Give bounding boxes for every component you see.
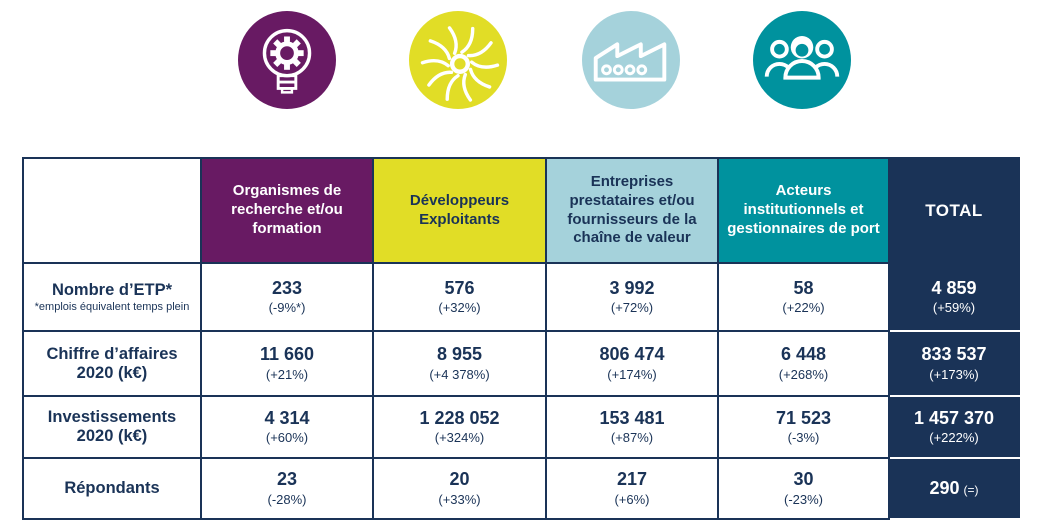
cell-inv-developpeurs: 1 228 052 (+324%): [372, 395, 547, 459]
cell-inv-total: 1 457 370 (+222%): [888, 395, 1020, 459]
cell-ca-entreprises: 806 474 (+174%): [545, 330, 719, 397]
row-label: Investissements 2020 (k€): [47, 408, 177, 445]
column-header-developpeurs: Développeurs Exploitants: [372, 157, 547, 264]
cell-ca-developpeurs: 8 955 (+4 378%): [372, 330, 547, 397]
cell-inv-organismes: 4 314 (+60%): [200, 395, 374, 459]
cell-etp-total: 4 859 (+59%): [888, 262, 1020, 332]
cell-etp-entreprises: 3 992 (+72%): [545, 262, 719, 332]
people-group-icon: [753, 11, 851, 109]
row-label: Répondants: [64, 479, 160, 498]
cell-rep-acteurs: 30 (-23%): [717, 457, 890, 520]
corner-empty-cell: [22, 157, 202, 264]
row-header-repondants: Répondants: [22, 457, 202, 520]
row-label: Chiffre d’affaires 2020 (k€): [46, 344, 178, 382]
cell-ca-acteurs: 6 448 (+268%): [717, 330, 890, 397]
cell-rep-organismes: 23 (-28%): [200, 457, 374, 520]
turbine-swirl-icon: [409, 11, 507, 109]
column-header-entreprises: Entreprises prestataires et/ou fournisse…: [545, 157, 719, 264]
row-header-etp: Nombre d’ETP* *emplois équivalent temps …: [22, 262, 202, 332]
column-header-acteurs: Acteurs institutionnels et gestionnaires…: [717, 157, 890, 264]
cell-inv-entreprises: 153 481 (+87%): [545, 395, 719, 459]
cell-rep-total: 290 (=): [888, 457, 1020, 520]
column-header-total: TOTAL: [888, 157, 1020, 264]
stats-table: Organismes de recherche et/ou formation …: [22, 157, 1020, 520]
row-sublabel: *emplois équivalent temps plein: [34, 300, 190, 313]
innovation-lightbulb-gear-icon: [238, 11, 336, 109]
cell-rep-entreprises: 217 (+6%): [545, 457, 719, 520]
cell-etp-acteurs: 58 (+22%): [717, 262, 890, 332]
cell-inv-acteurs: 71 523 (-3%): [717, 395, 890, 459]
cell-ca-total: 833 537 (+173%): [888, 330, 1020, 397]
factory-icon: [582, 11, 680, 109]
cell-etp-developpeurs: 576 (+32%): [372, 262, 547, 332]
cell-etp-organismes: 233 (-9%*): [200, 262, 374, 332]
cell-rep-developpeurs: 20 (+33%): [372, 457, 547, 520]
row-label: Nombre d’ETP*: [51, 280, 173, 299]
row-header-chiffre-affaires: Chiffre d’affaires 2020 (k€): [22, 330, 202, 397]
column-header-organismes: Organismes de recherche et/ou formation: [200, 157, 374, 264]
row-header-investissements: Investissements 2020 (k€): [22, 395, 202, 459]
cell-ca-organismes: 11 660 (+21%): [200, 330, 374, 397]
